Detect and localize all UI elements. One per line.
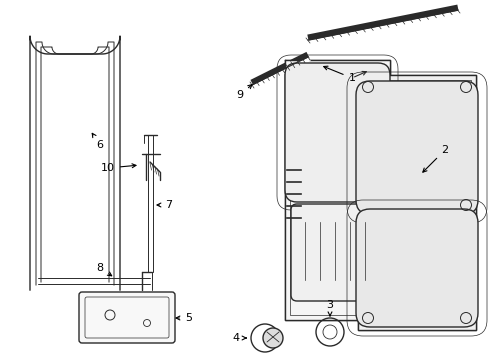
Text: 10: 10 xyxy=(101,163,136,173)
FancyBboxPatch shape xyxy=(79,292,175,343)
Text: 4: 4 xyxy=(232,333,245,343)
Polygon shape xyxy=(357,75,475,330)
FancyBboxPatch shape xyxy=(355,209,477,327)
FancyBboxPatch shape xyxy=(355,81,477,214)
Polygon shape xyxy=(285,60,389,320)
Text: 1: 1 xyxy=(323,66,355,83)
FancyBboxPatch shape xyxy=(290,204,383,301)
Text: 3: 3 xyxy=(326,300,333,316)
Circle shape xyxy=(263,328,283,348)
FancyBboxPatch shape xyxy=(285,63,389,202)
Text: 5: 5 xyxy=(176,313,192,323)
Text: 7: 7 xyxy=(157,200,172,210)
Text: 9: 9 xyxy=(236,85,251,100)
Text: 8: 8 xyxy=(96,263,111,276)
Text: 2: 2 xyxy=(422,145,447,172)
Text: 6: 6 xyxy=(92,133,103,150)
